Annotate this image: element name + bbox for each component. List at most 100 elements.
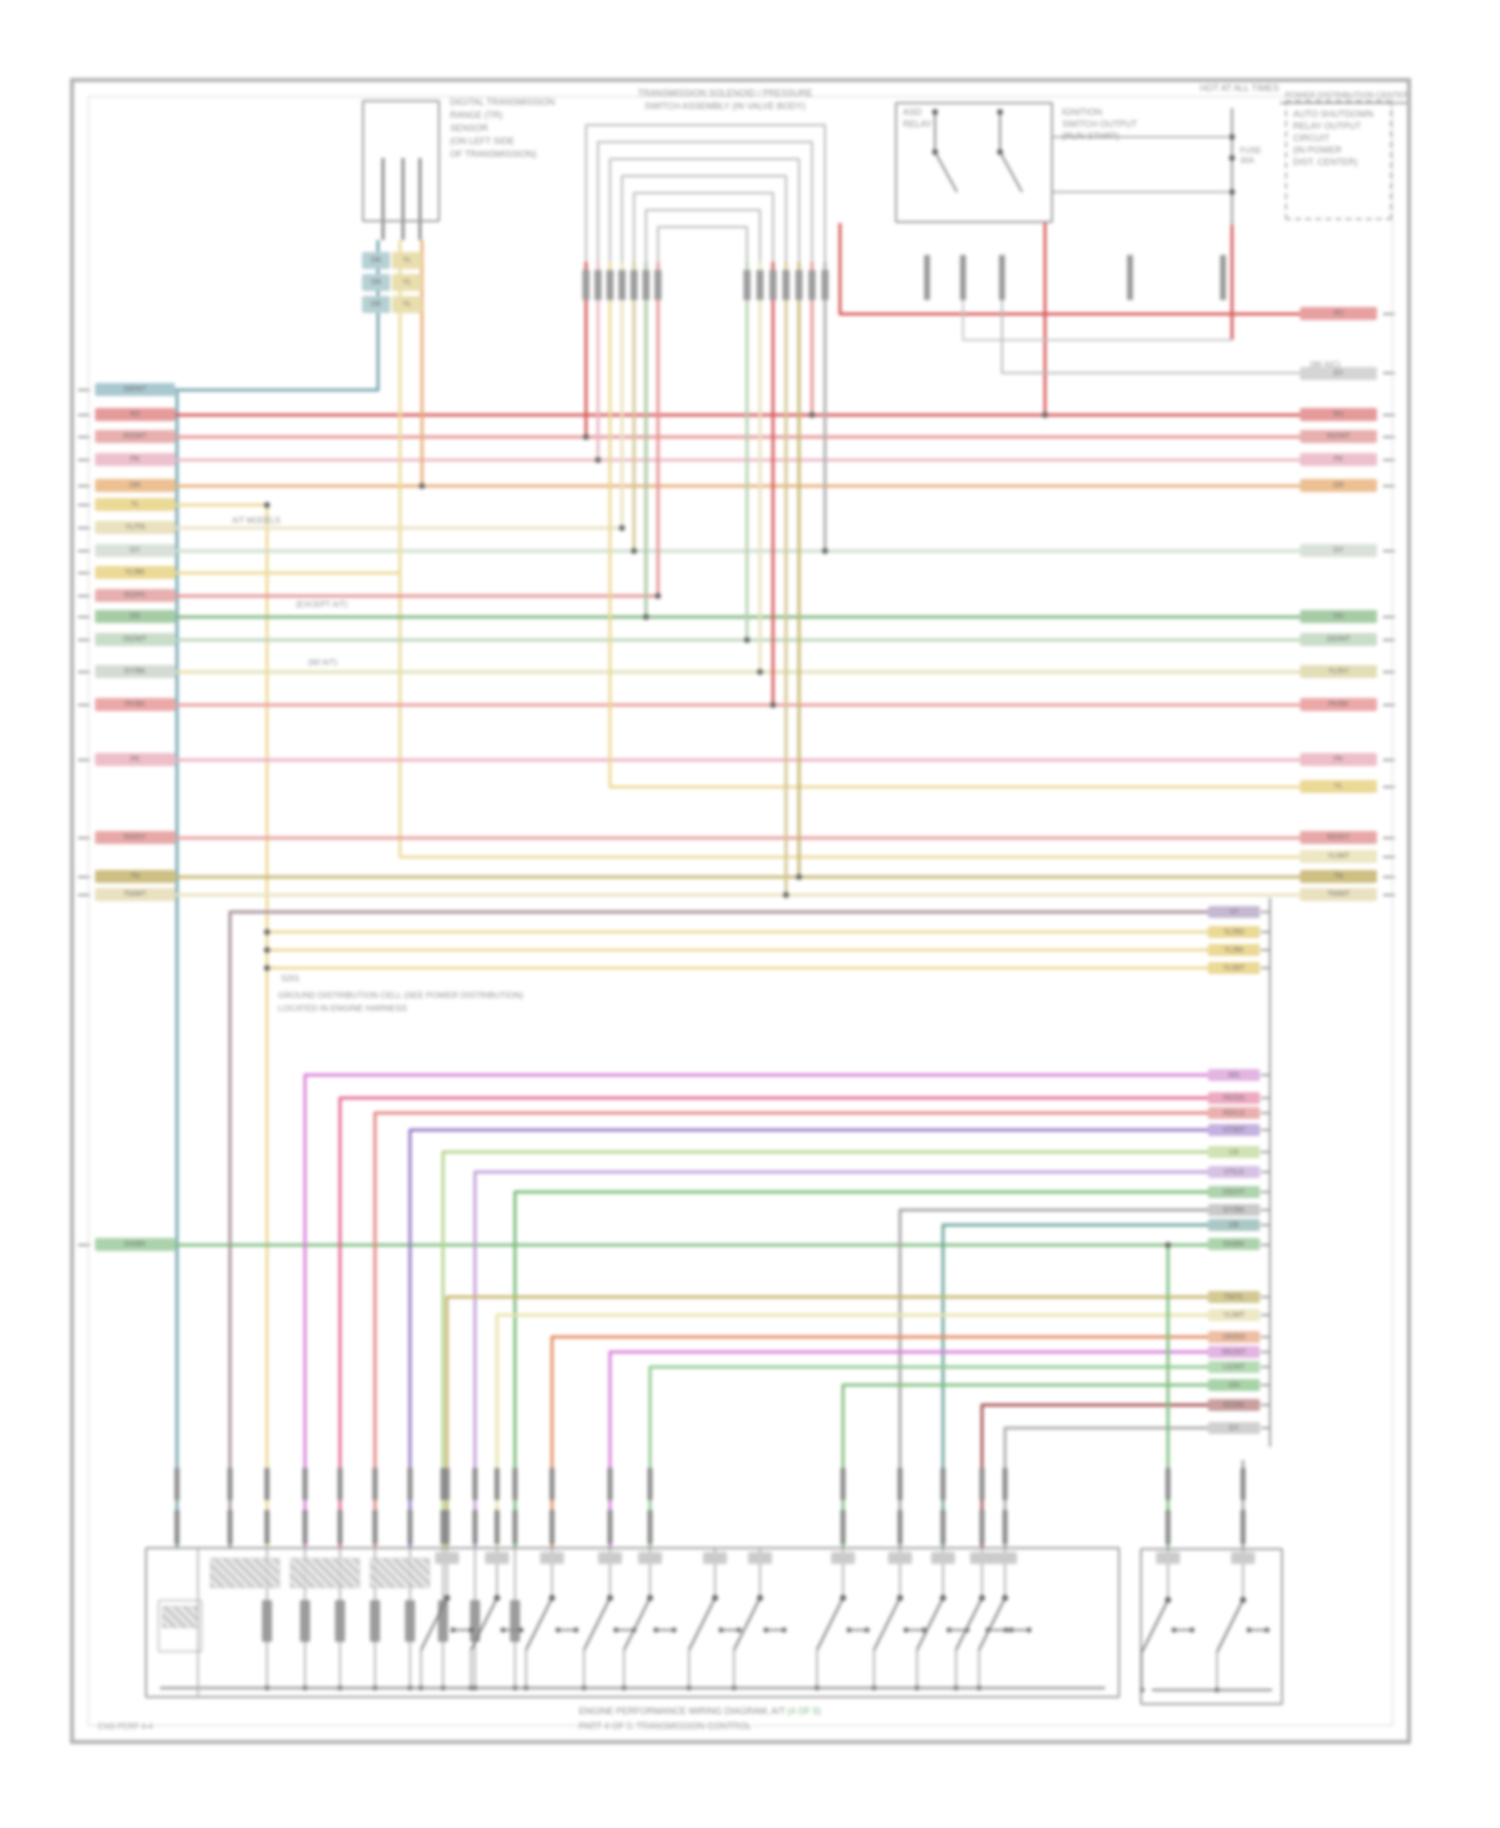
junction-dot — [613, 1627, 619, 1633]
wire-label-left: RD — [95, 408, 175, 421]
wire — [303, 1073, 1208, 1547]
splice-note-2: LOCATED IN ENGINE HARNESS — [278, 1003, 407, 1013]
wire-label-stack: LG — [1208, 1146, 1260, 1158]
junction-dot — [621, 1685, 627, 1691]
junction-dot — [1165, 1242, 1171, 1248]
junction-dot — [264, 1685, 270, 1691]
wire-label-right: RD/WT — [1300, 430, 1377, 443]
caption-line1-text: ENGINE PERFORMANCE WIRING DIAGRAM, A/T — [579, 1706, 785, 1716]
switch-top-contact — [993, 1552, 1017, 1564]
wire — [408, 1128, 1208, 1547]
junction-dot — [1189, 1627, 1195, 1633]
wire-label-stack: MG — [1208, 1069, 1260, 1081]
wire-label-left: GY/BK — [95, 665, 175, 678]
switch-blade — [420, 1597, 448, 1651]
junction-dot — [372, 1685, 378, 1691]
junction-dot — [581, 1685, 587, 1691]
harness-title-line2: SWITCH ASSEMBLY (IN VALVE BODY) — [644, 101, 806, 111]
switch-blade — [978, 1597, 1006, 1651]
wire — [398, 240, 1300, 859]
wire-label-right: GY — [1300, 544, 1377, 557]
junction-dot — [1214, 1687, 1220, 1693]
junction-dot — [757, 669, 763, 675]
junction-dot — [500, 1627, 506, 1633]
switch-blade — [873, 1597, 901, 1651]
caption-line1-suffix: (4 OF 5) — [787, 1706, 821, 1716]
junction-dot — [523, 1685, 529, 1691]
pdc-fuse-box — [1285, 100, 1392, 220]
junction-dot — [903, 1627, 909, 1633]
junction-dot — [932, 149, 938, 155]
relay-label-1: ASD — [903, 107, 922, 117]
harness-loop — [597, 141, 813, 262]
switch-blade — [1141, 1599, 1169, 1653]
wire-label-stack: YL/WT — [1208, 1309, 1260, 1321]
wire — [1003, 1426, 1208, 1547]
junction-dot — [407, 1685, 413, 1691]
wire-label-stack: GY/BK — [1208, 1204, 1260, 1216]
control-module-box — [145, 1547, 1120, 1698]
switch-top-contact — [435, 1552, 459, 1564]
wire-label-left: DB/WT — [95, 383, 175, 396]
junction-dot — [953, 1685, 959, 1691]
ign-label-1: IGNITION — [1062, 107, 1102, 117]
solenoid-bar — [262, 1600, 272, 1642]
junction-dot — [736, 1627, 742, 1633]
annotation-at: A/T MODELS — [232, 516, 281, 525]
asd-label-2: RELAY OUTPUT — [1293, 121, 1362, 131]
solenoid-bar — [510, 1600, 520, 1642]
sub-connector-box — [158, 1600, 202, 1652]
junction-dot — [302, 1685, 308, 1691]
switch-top-contact — [540, 1552, 564, 1564]
tl-label-3: SENSOR — [450, 123, 489, 133]
harness-loop — [633, 192, 774, 262]
wire-label-stack: OR/RD — [1208, 1331, 1260, 1343]
tl-label-5: OF TRANSMISSION) — [450, 149, 537, 159]
wire-label-right: RD — [1300, 408, 1377, 421]
junction-dot — [1246, 1627, 1252, 1633]
junction-dot — [512, 1685, 518, 1691]
junction-dot — [653, 1627, 659, 1633]
wire-label-left: DG — [95, 610, 175, 623]
caption-line1: ENGINE PERFORMANCE WIRING DIAGRAM, A/T (… — [579, 1706, 821, 1716]
wire-label-stack: DB — [1208, 1219, 1260, 1231]
inline-connector-label: DB — [362, 296, 390, 313]
wire-label-left: YL/TN — [95, 521, 175, 534]
wire-label-right: TN — [1300, 870, 1377, 883]
junction-dot — [770, 702, 776, 708]
wire-label-right: YL — [1300, 780, 1377, 793]
inline-connector-label: DB — [362, 252, 390, 269]
solenoid-bar — [370, 1600, 380, 1642]
junction-dot — [1229, 155, 1235, 161]
relay-label-2: RELAY — [903, 119, 932, 129]
switch-top-contact — [638, 1552, 662, 1564]
junction-dot — [744, 637, 750, 643]
wire-label-right: YL/WT — [1300, 850, 1377, 863]
annotation-with-ac: (W/ A/C) — [1310, 360, 1341, 369]
switch-top-contact — [598, 1552, 622, 1564]
junction-dot — [871, 1685, 877, 1691]
junction-dot — [468, 1685, 474, 1691]
component-box-top-left — [362, 100, 440, 222]
junction-dot — [1026, 1627, 1032, 1633]
tl-label-4: (ON LEFT SIDE — [450, 136, 515, 146]
wire-label-right: RD — [1300, 307, 1377, 320]
wire-label-stack: RD/LG — [1208, 1107, 1260, 1119]
junction-dot — [264, 502, 270, 508]
wire-label-stack: DG/VT — [1208, 1186, 1260, 1198]
wire — [338, 1096, 1208, 1547]
switch-top-contact — [888, 1552, 912, 1564]
junction-dot — [595, 457, 601, 463]
switch-blade — [688, 1597, 716, 1651]
wire — [999, 151, 1023, 193]
asd-label-5: DIST. CENTER) — [1293, 157, 1358, 167]
switch-blade — [955, 1597, 983, 1651]
switch-blade — [525, 1597, 553, 1651]
junction-dot — [781, 1627, 787, 1633]
wire-label-right: DG — [1300, 610, 1377, 623]
wire — [445, 1295, 1208, 1547]
wire-label-stack: TN/YL — [1208, 1291, 1260, 1303]
fuse-label-2: 30A — [1240, 156, 1255, 165]
